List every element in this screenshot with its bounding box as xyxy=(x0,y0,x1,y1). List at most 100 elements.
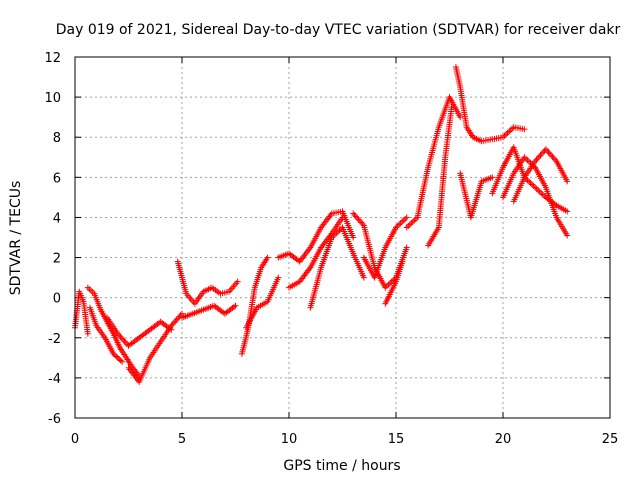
data-point-marker xyxy=(84,330,91,337)
data-point-marker xyxy=(174,315,181,322)
series-track-23 xyxy=(510,146,571,205)
y-tick-label: 2 xyxy=(53,252,61,267)
data-point-marker xyxy=(170,319,177,326)
x-tick-label: 10 xyxy=(281,432,298,447)
series-track-1 xyxy=(72,288,91,337)
data-point-marker xyxy=(527,180,534,187)
grid xyxy=(75,57,610,418)
data-point-marker xyxy=(548,152,555,159)
data-points xyxy=(72,64,571,385)
data-point-marker xyxy=(358,219,365,226)
data-point-marker xyxy=(530,182,537,189)
data-point-marker xyxy=(172,318,179,325)
data-point-marker xyxy=(506,128,513,135)
data-point-marker xyxy=(538,190,545,197)
data-point-marker xyxy=(403,244,410,251)
data-point-marker xyxy=(111,352,118,359)
data-point-marker xyxy=(537,152,544,159)
data-point-marker xyxy=(503,131,510,138)
series-track-6 xyxy=(174,258,241,307)
series-track-3 xyxy=(86,304,126,365)
data-point-marker xyxy=(544,147,551,154)
data-point-marker xyxy=(339,214,346,221)
data-point-marker xyxy=(539,191,546,198)
data-point-marker xyxy=(542,146,549,153)
series-track-9 xyxy=(243,274,282,331)
y-tick-label: 12 xyxy=(44,51,61,66)
y-tick-label: 10 xyxy=(44,91,61,106)
data-point-marker xyxy=(403,224,410,231)
series-track-7 xyxy=(179,302,239,321)
x-tick-label: 20 xyxy=(495,432,512,447)
data-point-marker xyxy=(114,354,121,361)
series-track-4 xyxy=(104,314,175,349)
axis-ticks: 0 5 10 15 20 25 -6 -4 -2 0 2 4 6 8 10 12 xyxy=(44,51,618,447)
data-point-marker xyxy=(113,353,120,360)
data-point-marker xyxy=(448,104,455,111)
data-point-marker xyxy=(411,217,418,224)
data-point-marker xyxy=(532,184,539,191)
y-tick-label: 4 xyxy=(53,211,61,226)
y-tick-label: -2 xyxy=(48,332,61,347)
data-point-marker xyxy=(509,125,516,132)
chart-title: Day 019 of 2021, Sidereal Day-to-day VTE… xyxy=(56,22,621,38)
series-track-5 xyxy=(125,310,185,385)
data-point-marker xyxy=(507,127,514,134)
x-tick-label: 15 xyxy=(388,432,405,447)
y-tick-label: -4 xyxy=(48,372,61,387)
data-point-marker xyxy=(352,213,359,220)
data-point-marker xyxy=(409,218,416,225)
x-tick-label: 5 xyxy=(178,432,186,447)
data-point-marker xyxy=(521,126,528,133)
series-track-19 xyxy=(470,124,528,145)
data-point-marker xyxy=(117,357,124,364)
series-track-18 xyxy=(452,64,477,141)
data-point-marker xyxy=(232,302,239,309)
data-point-marker xyxy=(525,178,532,185)
data-point-marker xyxy=(529,181,536,188)
y-axis-label: SDTVAR / TECUs xyxy=(8,181,24,296)
series-track-14 xyxy=(360,214,410,281)
series-track-20 xyxy=(457,170,496,221)
series-track-15 xyxy=(382,258,406,307)
data-point-marker xyxy=(564,232,571,239)
data-point-marker xyxy=(264,254,271,261)
x-tick-label: 0 xyxy=(71,432,79,447)
series-track-17 xyxy=(425,104,455,249)
data-point-marker xyxy=(399,218,406,225)
x-tick-label: 25 xyxy=(602,432,619,447)
data-point-marker xyxy=(350,234,357,241)
data-point-marker xyxy=(400,217,407,224)
data-point-marker xyxy=(534,155,541,162)
series-track-21 xyxy=(489,144,571,215)
data-point-marker xyxy=(550,155,557,162)
data-point-marker xyxy=(360,274,367,281)
data-point-marker xyxy=(564,178,571,185)
data-point-marker xyxy=(536,188,543,195)
data-point-marker xyxy=(119,358,126,365)
data-point-marker xyxy=(399,258,406,265)
data-point-marker xyxy=(116,356,123,363)
data-point-marker xyxy=(405,223,412,230)
data-point-marker xyxy=(564,208,571,215)
data-point-marker xyxy=(354,214,361,221)
data-point-marker xyxy=(356,217,363,224)
data-point-marker xyxy=(403,214,410,221)
data-point-marker xyxy=(234,278,241,285)
data-point-marker xyxy=(396,221,403,228)
data-point-marker xyxy=(549,153,556,160)
series-track-2 xyxy=(84,284,143,379)
data-point-marker xyxy=(397,220,404,227)
data-point-marker xyxy=(504,129,511,136)
data-point-marker xyxy=(533,185,540,192)
data-point-marker xyxy=(489,174,496,181)
y-tick-label: 0 xyxy=(53,292,61,307)
x-axis-label: GPS time / hours xyxy=(283,458,400,474)
data-point-marker xyxy=(121,338,128,345)
series-track-11 xyxy=(286,214,346,291)
data-point-marker xyxy=(402,215,409,222)
series-track-10 xyxy=(275,208,357,265)
series-track-12 xyxy=(307,224,367,311)
y-tick-label: 8 xyxy=(53,131,61,146)
